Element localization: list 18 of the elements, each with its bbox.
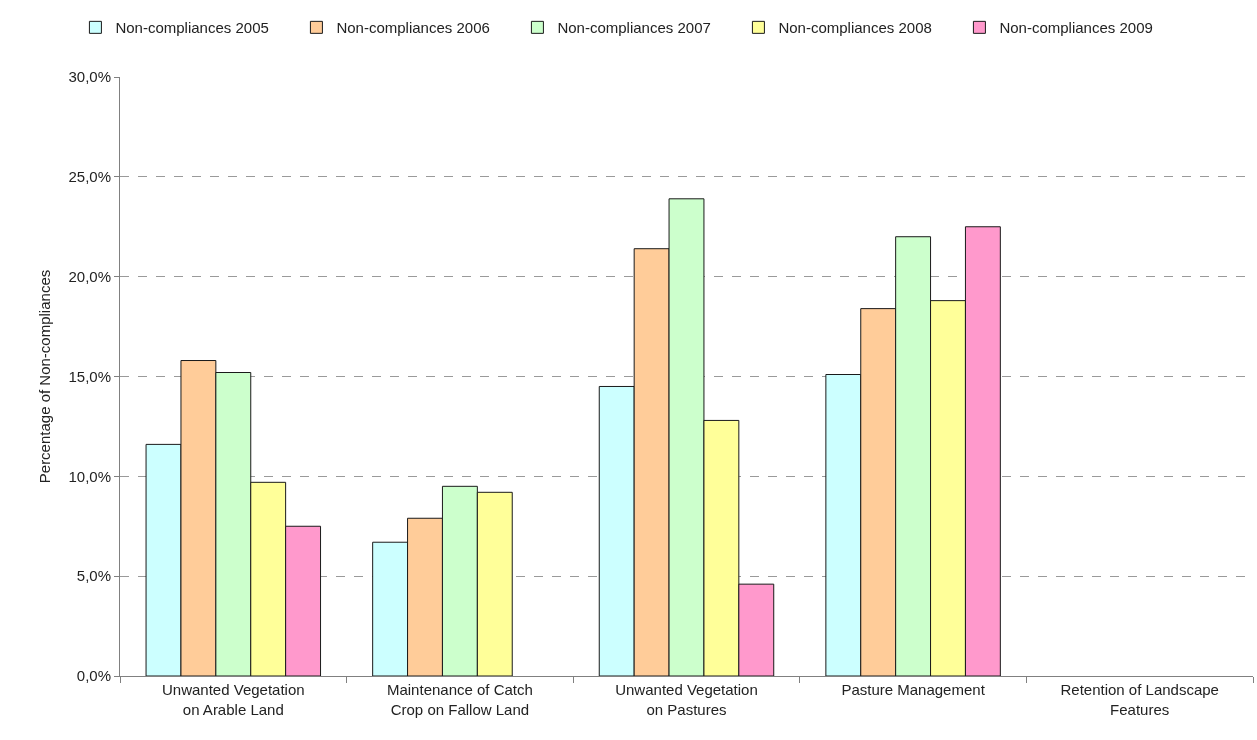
y-tick-label: 25,0% xyxy=(68,168,111,186)
legend-label: Non-compliances 2008 xyxy=(778,19,932,37)
x-tick-label: Maintenance of Catch Crop on Fallow Land xyxy=(386,681,533,718)
legend-label: Non-compliances 2007 xyxy=(557,19,711,37)
y-tick-label: 30,0% xyxy=(68,68,111,86)
y-tick-label: 0,0% xyxy=(76,667,111,685)
y-tick-label: 15,0% xyxy=(68,367,111,385)
y-tick-label: 20,0% xyxy=(68,267,111,285)
legend-label: Non-compliances 2009 xyxy=(999,19,1153,37)
x-tick-label: Pasture Management xyxy=(841,681,986,698)
y-tick-label: 10,0% xyxy=(68,467,111,485)
y-tick-label: 5,0% xyxy=(76,567,111,585)
legend-label: Non-compliances 2006 xyxy=(336,19,490,37)
x-tick-label: Unwanted Vegetation on Pastures xyxy=(615,681,758,718)
x-tick-label: Unwanted Vegetation on Arable Land xyxy=(161,681,305,718)
x-tick-label: Retention of Landscape Features xyxy=(1060,681,1219,718)
y-axis-title: Percentage of Non-compliances xyxy=(35,269,53,484)
legend-label: Non-compliances 2005 xyxy=(115,19,269,37)
